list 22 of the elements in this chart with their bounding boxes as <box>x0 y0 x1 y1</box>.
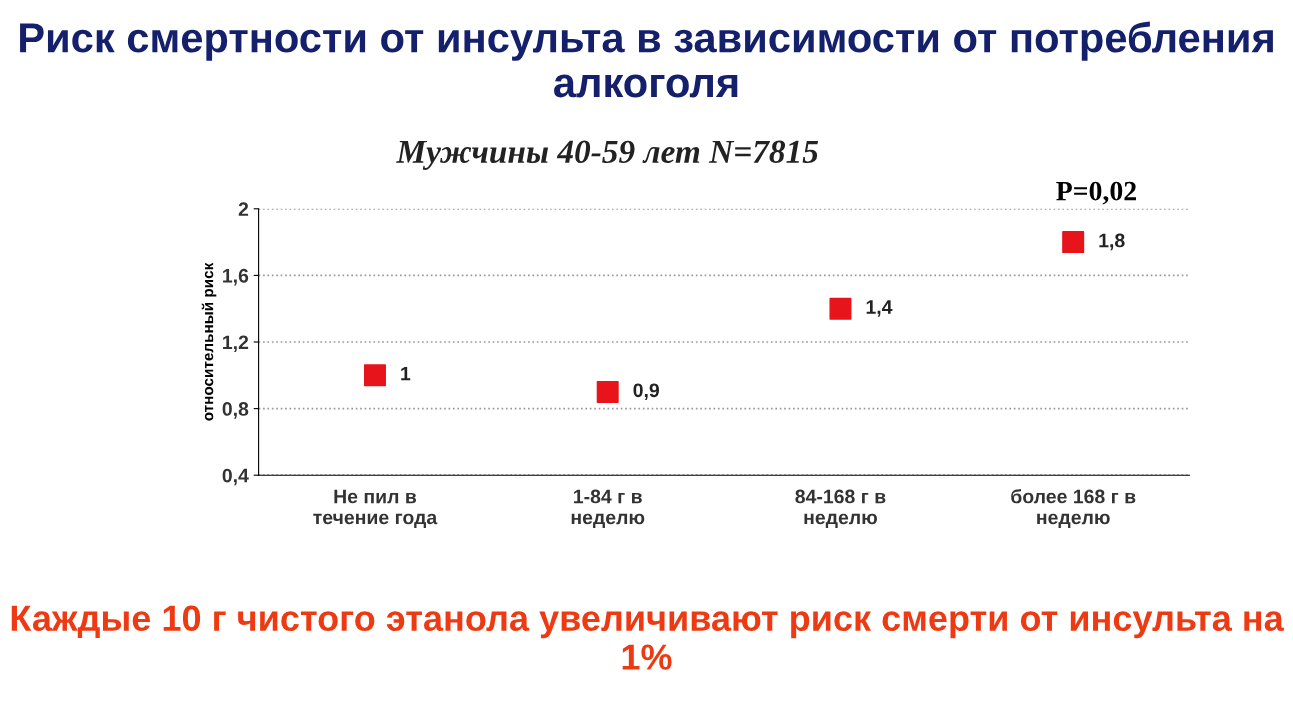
y-axis-title: относительный риск <box>201 262 217 421</box>
text: P=0,02 <box>1056 181 1136 205</box>
chart-title: Риск смертности от инсульта в зависимости от потребления алкоголя <box>20 21 1273 98</box>
y-tick-label: 0,8 <box>222 402 249 419</box>
data-label: 0,9 <box>633 383 660 400</box>
y-tick-label: 1,6 <box>223 268 249 286</box>
y-tick-label: 2 <box>238 202 249 216</box>
point <box>363 364 386 387</box>
text: Каждые 10 г чистого этанола увеличивают риск смерти от инсульта на 1% <box>11 605 1284 670</box>
x-tick-label: 84-168 г в неделю <box>795 489 886 528</box>
point <box>1062 231 1085 254</box>
point <box>829 297 852 320</box>
x-tick-label: более 168 г в неделю <box>1011 488 1136 528</box>
point <box>596 380 619 403</box>
data-label: 1,8 <box>1099 233 1125 251</box>
data-label: 1,4 <box>866 300 893 317</box>
y-tick-label: 1,2 <box>223 335 249 353</box>
data-label: 1 <box>401 366 411 381</box>
x-tick-label: 1-84 г в неделю <box>571 489 645 528</box>
y-tick-label: 0,4 <box>222 468 249 486</box>
x-tick-label: Не пил в течение года <box>313 489 438 528</box>
chart-subtitle: Мужчины 40-59 лет N=7815 <box>396 140 819 170</box>
